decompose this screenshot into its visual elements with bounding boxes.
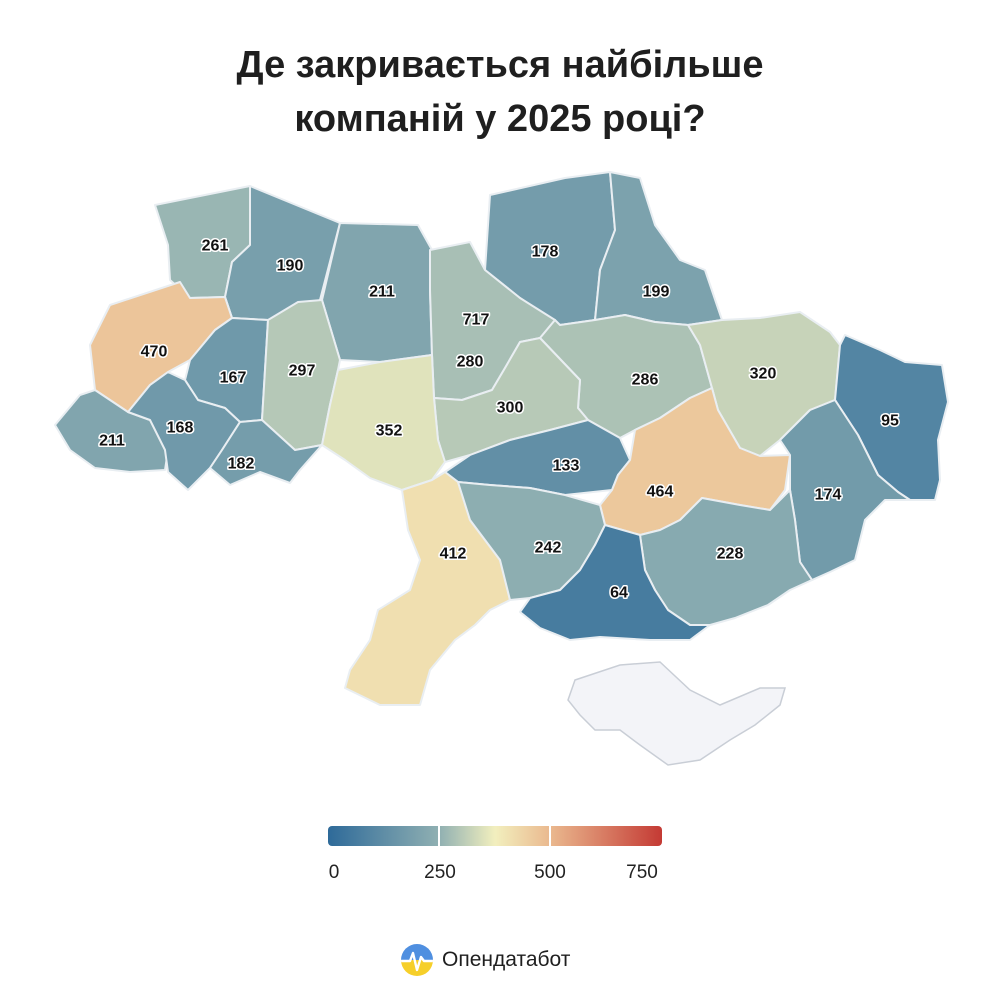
region-value-label: 167 [220, 370, 247, 387]
region-value-label: 182 [228, 456, 255, 473]
region-13 [54, 389, 169, 473]
color-scale-legend [328, 826, 662, 846]
legend-tick-0: 0 [328, 862, 340, 883]
region-24 [519, 524, 711, 641]
legend-separator [438, 826, 440, 846]
region-value-label: 297 [289, 363, 316, 380]
region-value-label: 190 [277, 258, 304, 275]
region-value-label: 211 [99, 433, 125, 450]
page-title: Де закривається найбільше компаній у 202… [0, 38, 1000, 146]
region-value-label: 717 [463, 312, 490, 329]
region-15 [433, 337, 589, 463]
opendatabot-logo-icon [401, 944, 433, 976]
region-value-label: 352 [376, 423, 403, 440]
legend-tick-500: 500 [534, 862, 566, 883]
legend-tick-750: 750 [626, 862, 658, 883]
region-value-label: 174 [815, 487, 842, 504]
region-value-label: 320 [750, 366, 777, 383]
title-line-1: Де закривається найбільше [236, 44, 764, 86]
region-value-label: 95 [881, 413, 899, 430]
brand-name: Опендатабот [442, 948, 571, 971]
title-line-2: компаній у 2025 році? [294, 98, 706, 140]
region-value-label: 64 [610, 585, 628, 602]
region-value-label: 168 [167, 420, 194, 437]
region-value-label: 199 [643, 284, 670, 301]
legend-tick-250: 250 [424, 862, 456, 883]
region-value-label: 178 [532, 244, 559, 261]
region-value-label: 242 [535, 540, 562, 557]
region-value-label: 286 [632, 372, 659, 389]
legend-separator [549, 826, 551, 846]
region-value-label: 280 [457, 354, 484, 371]
region-value-label: 261 [202, 238, 229, 255]
region-17 [209, 419, 323, 486]
brand: Опендатабот [400, 942, 570, 978]
region-value-label: 133 [553, 458, 580, 475]
region-value-label: 464 [647, 484, 674, 501]
region-value-label: 412 [440, 546, 467, 563]
region-crimea-no-data [567, 661, 787, 766]
region-value-label: 228 [717, 546, 744, 563]
region-4 [594, 171, 723, 326]
region-value-label: 300 [497, 400, 524, 417]
region-value-label: 470 [141, 344, 168, 361]
region-value-label: 211 [369, 284, 395, 301]
